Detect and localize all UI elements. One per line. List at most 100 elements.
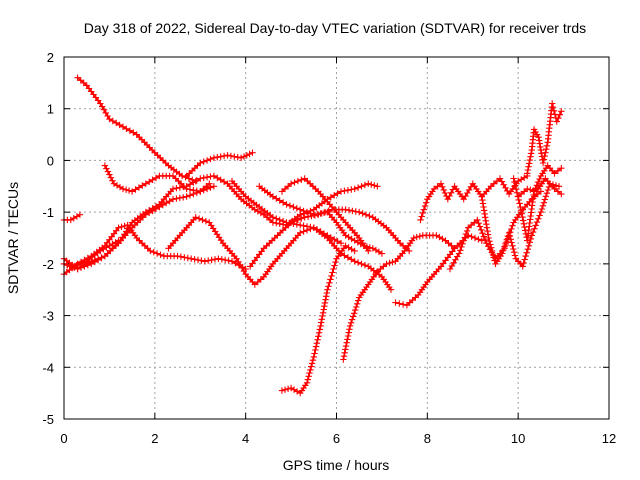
data-point xyxy=(480,203,487,211)
data-point xyxy=(513,189,521,196)
data-point xyxy=(351,247,358,255)
data-point xyxy=(352,306,359,314)
data-point xyxy=(517,203,524,211)
data-point xyxy=(76,260,84,268)
data-point xyxy=(539,159,547,167)
data-point xyxy=(488,247,496,255)
y-tick-label: -3 xyxy=(42,309,54,324)
data-point xyxy=(392,299,399,306)
y-tick-label: -4 xyxy=(42,360,54,375)
data-point xyxy=(505,229,513,236)
data-point xyxy=(342,342,350,350)
data-point xyxy=(203,174,211,181)
data-point xyxy=(538,150,545,157)
data-point xyxy=(197,175,204,182)
data-point xyxy=(348,256,355,263)
series-line xyxy=(64,214,81,221)
data-point xyxy=(192,214,199,221)
data-point xyxy=(396,300,403,307)
y-tick-label: 0 xyxy=(47,153,54,168)
data-point xyxy=(200,174,207,182)
data-point xyxy=(462,230,470,238)
data-point xyxy=(183,193,190,200)
data-point xyxy=(365,180,372,187)
data-point xyxy=(315,333,322,340)
data-point xyxy=(483,224,491,231)
data-point xyxy=(554,188,562,195)
data-point xyxy=(119,123,127,130)
data-point xyxy=(153,250,161,257)
data-point xyxy=(525,163,532,170)
data-point xyxy=(300,228,307,235)
data-point xyxy=(300,222,307,229)
data-point xyxy=(549,100,556,107)
data-point xyxy=(208,256,215,264)
data-point xyxy=(315,329,323,336)
data-point xyxy=(317,322,324,330)
data-point xyxy=(195,215,203,222)
data-point xyxy=(210,183,218,190)
data-point xyxy=(317,210,324,217)
data-point xyxy=(378,250,386,257)
data-point xyxy=(207,173,214,180)
data-point xyxy=(536,175,543,183)
data-point xyxy=(386,259,393,267)
data-point xyxy=(84,260,91,267)
data-point xyxy=(322,296,329,303)
data-point xyxy=(225,257,232,264)
data-point xyxy=(281,386,289,393)
data-point xyxy=(310,211,317,218)
data-point xyxy=(351,310,358,317)
data-point xyxy=(152,203,160,210)
data-point xyxy=(149,176,156,183)
data-point xyxy=(358,260,365,268)
data-point xyxy=(222,256,229,264)
series-arc-15 xyxy=(340,232,458,363)
data-point xyxy=(159,201,166,209)
data-point xyxy=(113,119,120,127)
data-point xyxy=(502,240,509,247)
data-point xyxy=(98,254,105,261)
data-point xyxy=(554,167,562,174)
data-point xyxy=(526,156,533,164)
data-point xyxy=(519,263,526,270)
data-point xyxy=(308,363,315,370)
data-point xyxy=(489,251,497,258)
data-point xyxy=(220,152,228,160)
data-point xyxy=(198,257,205,264)
data-point xyxy=(184,254,191,262)
x-tick-label: 0 xyxy=(60,431,67,446)
data-point xyxy=(181,254,188,261)
data-point xyxy=(173,195,180,202)
data-point xyxy=(276,197,283,204)
data-point xyxy=(126,127,134,134)
data-point xyxy=(430,185,438,193)
data-point xyxy=(323,293,330,300)
data-point xyxy=(511,178,518,186)
data-point xyxy=(314,210,321,218)
data-point xyxy=(458,243,465,251)
data-point xyxy=(176,184,183,191)
data-point xyxy=(356,208,363,216)
data-point xyxy=(203,185,211,193)
data-point xyxy=(132,186,139,193)
data-point xyxy=(533,218,541,226)
series-arc-01 xyxy=(74,74,199,185)
data-point xyxy=(545,183,553,191)
data-point xyxy=(337,188,345,195)
data-point xyxy=(183,183,190,190)
data-point xyxy=(344,336,351,343)
data-point xyxy=(500,246,507,254)
data-point xyxy=(279,199,287,206)
series-arc-16 xyxy=(392,232,486,309)
data-point xyxy=(487,241,494,248)
data-point xyxy=(508,225,515,233)
data-point xyxy=(173,185,180,192)
data-point xyxy=(188,255,195,262)
data-point xyxy=(484,227,491,235)
data-point xyxy=(243,152,250,159)
data-point xyxy=(220,178,228,185)
data-point xyxy=(346,322,354,330)
data-point xyxy=(106,115,113,123)
series-line xyxy=(281,244,356,395)
